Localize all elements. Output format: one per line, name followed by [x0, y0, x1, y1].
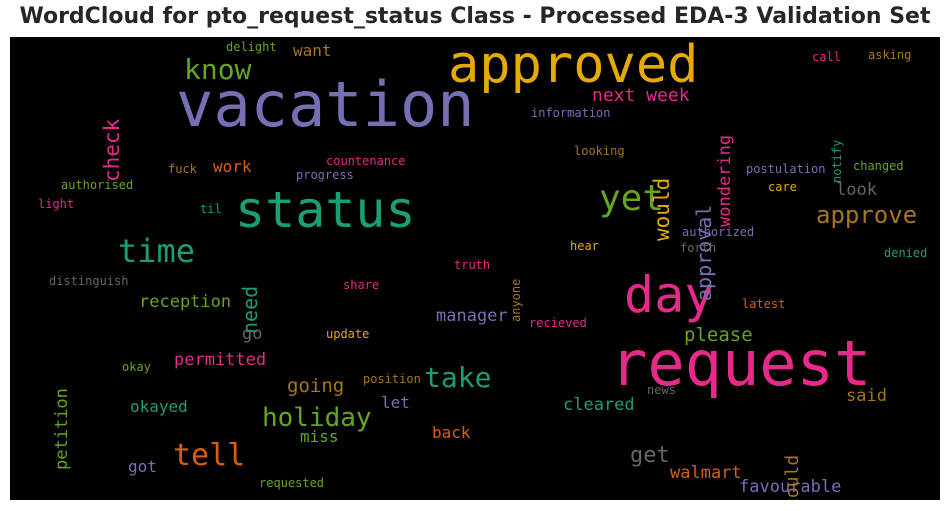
word-know: know — [184, 53, 252, 86]
word-let: let — [381, 393, 410, 412]
word-holiday: holiday — [262, 403, 372, 433]
word-approved: approved — [448, 37, 699, 95]
word-light: light — [38, 197, 75, 211]
word-work: work — [213, 157, 252, 176]
wordcloud-canvas: vacation request approved status day yet time t… — [10, 37, 940, 500]
word-yet: yet — [599, 178, 665, 219]
word-day: day — [624, 266, 715, 324]
word-miss: miss — [300, 427, 339, 446]
word-approve: approve — [816, 201, 918, 229]
word-next-week: next week — [592, 85, 690, 106]
word-share: share — [343, 278, 380, 292]
word-okayed: okayed — [130, 397, 188, 416]
word-reception: reception — [139, 292, 232, 312]
word-wondering: wondering — [715, 135, 735, 228]
word-looking: looking — [574, 144, 625, 158]
word-got: got — [128, 457, 157, 476]
word-status: status — [235, 181, 416, 239]
word-back: back — [432, 423, 471, 442]
word-news: news — [647, 383, 676, 397]
word-delight: delight — [226, 40, 277, 54]
word-request: request — [610, 327, 872, 400]
word-update: update — [326, 327, 370, 341]
word-progress: progress — [296, 168, 354, 182]
word-countenance: countenance — [326, 154, 406, 168]
word-okay: okay — [122, 360, 151, 374]
word-take: take — [424, 361, 492, 394]
word-would: would — [650, 178, 674, 242]
word-favourable: favourable — [739, 477, 842, 497]
word-distinguish: distinguish — [49, 274, 129, 288]
word-authorized: authorized — [682, 225, 755, 239]
word-time: time — [118, 232, 196, 270]
word-manager: manager — [436, 306, 508, 326]
word-changed: changed — [853, 159, 904, 173]
word-vacation: vacation — [176, 68, 475, 141]
word-fuck: fuck — [168, 162, 197, 176]
word-said: said — [846, 386, 887, 406]
word-asking: asking — [868, 48, 912, 62]
word-latest: latest — [742, 297, 786, 311]
word-please: please — [684, 324, 753, 346]
word-anyone: anyone — [509, 279, 523, 323]
word-go: go — [242, 324, 263, 344]
word-notify: notify — [830, 140, 844, 184]
word-call: call — [812, 50, 841, 64]
word-care: care — [768, 180, 797, 194]
word-going: going — [287, 375, 345, 397]
word-postulation: postulation — [746, 162, 826, 176]
word-truth: truth — [454, 258, 491, 272]
word-requested: requested — [259, 476, 325, 490]
word-could: could — [782, 455, 803, 500]
word-hear: hear — [570, 239, 599, 253]
word-information: information — [531, 106, 611, 120]
word-tell: tell — [173, 438, 246, 473]
word-petition: petition — [52, 388, 72, 470]
word-authorised: authorised — [61, 178, 134, 192]
word-position: position — [363, 372, 421, 386]
word-til: til — [200, 202, 222, 216]
word-check: check — [100, 119, 124, 183]
word-cleared: cleared — [563, 395, 635, 415]
word-recieved: recieved — [529, 316, 587, 330]
word-look: look — [836, 180, 877, 200]
word-walmart: walmart — [670, 463, 742, 483]
word-forth: forth — [680, 241, 717, 255]
word-get: get — [630, 443, 670, 468]
word-denied: denied — [884, 246, 928, 260]
word-want: want — [293, 41, 332, 60]
chart-title: WordCloud for pto_request_status Class -… — [19, 4, 931, 29]
word-permitted: permitted — [174, 350, 267, 370]
